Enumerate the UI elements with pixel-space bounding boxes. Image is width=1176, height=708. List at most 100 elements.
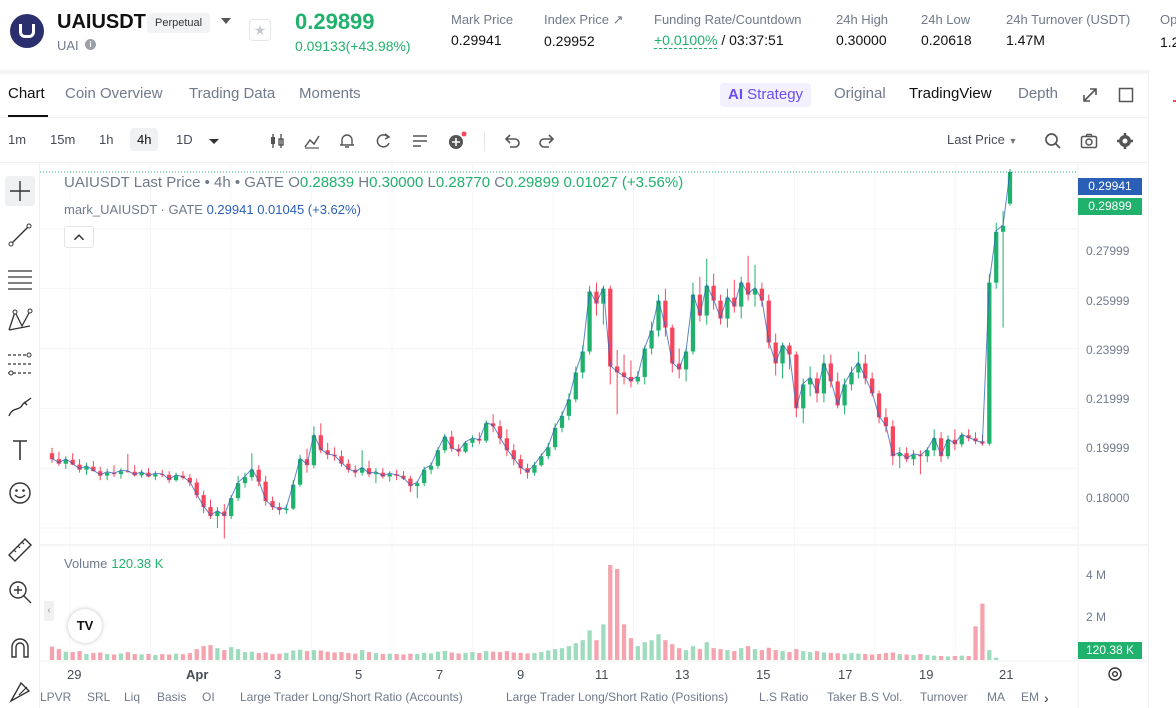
candle-body [897,453,902,457]
candle-body [615,366,620,373]
candle-body [1000,225,1006,232]
candle-body [649,330,654,349]
candle-body [938,438,944,457]
candle-body [987,282,992,444]
timeframe-15m[interactable]: 15m [50,132,76,147]
chevron-right-icon[interactable]: › [1044,690,1049,706]
timeframe-1d[interactable]: 1D [176,132,193,147]
expand-icon[interactable] [1082,87,1098,103]
indicator-turnover[interactable]: Turnover [920,690,968,704]
candle-type-icon[interactable] [267,131,287,151]
funding-rate-value[interactable]: +0.0100% [654,32,718,49]
chart-toolbar: 1m 15m 1h 4h 1D Last Price ▼ [0,119,1148,163]
symbol-dropdown-icon[interactable] [221,18,231,24]
alert-icon[interactable] [337,131,357,151]
volume-bar [966,656,971,660]
info-icon[interactable]: i [85,39,96,50]
brush-icon[interactable] [5,392,35,422]
stat-index-price[interactable]: Index Price ↗ 0.29952 [544,12,624,49]
tab-tradingview[interactable]: TradingView [909,85,992,102]
timeframe-dropdown-icon[interactable] [204,131,224,151]
timeframe-1m[interactable]: 1m [8,132,27,147]
indicator-basis[interactable]: Basis [157,690,187,704]
price-axis-label: 0.18000 [1086,491,1130,505]
magnet-icon[interactable] [5,633,35,663]
volume-bar [180,654,186,660]
tab-original[interactable]: Original [834,85,886,102]
indicator-lpvr[interactable]: LPVR [40,690,72,704]
volume-bar [807,652,813,660]
tab-coin-overview[interactable]: Coin Overview [65,85,163,102]
stat-label: 24h High [836,12,889,27]
candle-body [642,348,647,377]
candle-body [890,426,895,457]
candle-body [663,300,668,328]
gear-icon[interactable] [1115,131,1135,151]
volume-bar [711,648,716,660]
symbol-title[interactable]: UAIUSDT [57,11,146,33]
price-change: 0.09133(+43.98%) [295,38,411,54]
tab-chart[interactable]: Chart [8,85,45,102]
axis-settings-icon[interactable] [1106,665,1124,683]
add-indicator-icon[interactable] [447,131,467,151]
volume-bar [139,654,144,660]
volume-bar [628,638,634,660]
pattern-icon[interactable] [5,306,35,336]
indicator-srl[interactable]: SRL [87,690,111,704]
layout-icon[interactable] [410,131,430,151]
favorite-star-icon[interactable]: ★ [249,19,271,41]
price-mode-select[interactable]: Last Price ▼ [947,132,1017,147]
indicator-ma[interactable]: MA [987,690,1005,704]
volume-bar [394,654,399,660]
horizontal-lines-icon[interactable] [5,263,35,293]
chart-area[interactable]: UAIUSDT Last Price • 4h • GATE O0.28839 … [40,163,1148,708]
redo-icon[interactable] [537,131,557,151]
indicators-icon[interactable] [302,131,322,151]
indicator-lt-accounts[interactable]: Large Trader Long/Short Ratio (Accounts) [240,690,463,704]
indicator-ls-ratio[interactable]: L.S Ratio [759,690,809,704]
price-axis-label: 0.21999 [1086,392,1130,406]
candle-body [732,297,737,307]
volume-bar [187,653,192,660]
mark-price-line [51,171,1011,516]
indicator-lt-positions[interactable]: Large Trader Long/Short Ratio (Positions… [506,690,729,704]
indicator-em[interactable]: EM [1021,690,1039,704]
indicator-oi[interactable]: OI [202,690,215,704]
tradingview-logo[interactable]: TV [68,609,102,643]
crosshair-icon[interactable] [5,176,35,206]
price-chart[interactable] [40,163,1148,708]
legend-delta: 0.01027 (+3.56%) [563,174,684,191]
lock-drawings-icon[interactable] [5,675,35,705]
undo-icon[interactable] [502,131,522,151]
fibonacci-icon[interactable] [5,349,35,379]
timeframe-4h[interactable]: 4h [130,128,159,151]
tab-moments[interactable]: Moments [299,85,361,102]
candle-body [91,466,96,472]
volume-bar [677,648,682,660]
time-axis-label: 13 [675,667,690,682]
tab-depth[interactable]: Depth [1018,85,1059,102]
ai-strategy-button[interactable]: AI Strategy [720,83,812,107]
camera-icon[interactable] [1079,131,1099,151]
search-icon[interactable] [1043,131,1063,151]
stat-label: Index Price ↗ [544,12,624,27]
text-icon[interactable] [5,435,35,465]
volume-bar [118,653,124,660]
ruler-icon[interactable] [5,535,35,565]
chevron-left-icon[interactable]: ‹ [44,601,54,621]
indicator-taker-vol[interactable]: Taker B.S Vol. [827,690,903,704]
replay-icon[interactable] [373,131,393,151]
candle-body [780,345,785,364]
indicator-liq[interactable]: Liq [124,690,141,704]
last-price-tag: 0.29899 [1078,198,1142,215]
stat-open-value-cut: 1.2 [1160,34,1176,50]
volume-value: 120.38 K [111,556,164,571]
window-icon[interactable] [1118,87,1134,103]
emoji-icon[interactable] [5,478,35,508]
tab-trading-data[interactable]: Trading Data [189,85,276,102]
zoom-in-icon[interactable] [5,577,35,607]
volume-bar [994,657,999,660]
collapse-legend-button[interactable] [64,226,94,248]
timeframe-1h[interactable]: 1h [99,132,114,147]
trend-line-icon[interactable] [5,220,35,250]
